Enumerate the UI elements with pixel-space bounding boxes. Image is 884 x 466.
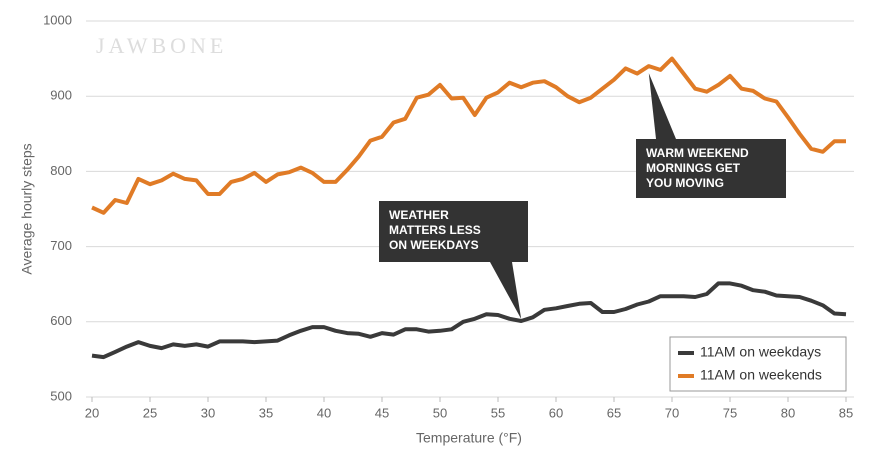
y-tick-label: 600 (50, 313, 72, 328)
legend-label: 11AM on weekdays (700, 344, 821, 360)
callout-pointer (490, 262, 522, 320)
x-tick-label: 25 (143, 405, 157, 420)
x-tick-label: 65 (607, 405, 621, 420)
x-axis-title: Temperature (°F) (416, 430, 522, 446)
y-tick-label: 700 (50, 238, 72, 253)
callout-text: YOU MOVING (646, 176, 724, 190)
series-line (91, 56, 846, 215)
x-tick-label: 30 (201, 405, 215, 420)
x-tick-label: 20 (85, 405, 99, 420)
x-tick-label: 70 (665, 405, 679, 420)
x-tick-label: 40 (317, 405, 331, 420)
y-tick-label: 500 (50, 388, 72, 403)
x-tick-label: 35 (259, 405, 273, 420)
series-line (91, 281, 847, 360)
callout-pointer (648, 73, 676, 139)
callout-text: ON WEEKDAYS (389, 238, 479, 252)
callout-box (379, 201, 528, 262)
y-tick-label: 900 (50, 88, 72, 103)
legend-box (669, 336, 847, 392)
y-tick-label: 1000 (43, 12, 72, 27)
x-tick-label: 75 (723, 405, 737, 420)
callout-text: MORNINGS GET (646, 161, 741, 175)
x-tick-label: 50 (433, 405, 447, 420)
x-tick-label: 45 (375, 405, 389, 420)
x-tick-label: 60 (549, 405, 563, 420)
legend-label: 11AM on weekends (700, 367, 822, 383)
callout-box (636, 139, 786, 198)
x-tick-label: 85 (839, 405, 853, 420)
x-tick-label: 80 (781, 405, 795, 420)
y-axis-title: Average hourly steps (19, 143, 35, 274)
callout-text: WARM WEEKEND (646, 146, 749, 160)
watermark: JAWBONE (96, 33, 227, 58)
callout-text: WEATHER (389, 208, 449, 222)
x-tick-label: 55 (491, 405, 505, 420)
y-tick-label: 800 (50, 163, 72, 178)
callout-text: MATTERS LESS (389, 223, 481, 237)
